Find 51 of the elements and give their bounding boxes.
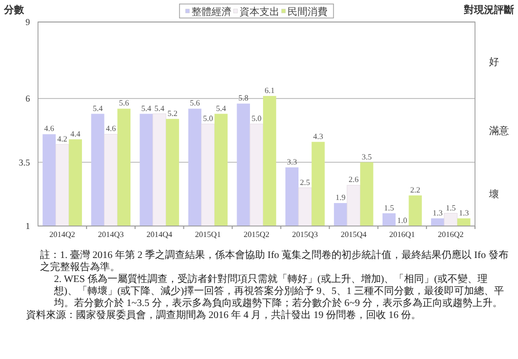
text: 壞 <box>488 188 499 200</box>
text: 2. WES 係為一屬質性調查，受訪者針對問項只需就「轉好」(或上升、增加)、「相同」(或不變、理想)、「轉壞」(或下降、減少)擇一回答，再視答案分別給予 9、5、1 三種不同分數，最後即可加總、平均。若分數介於 1~3.5 分，表示多為負向或趨勢下降；若分數介於 6~9 分，表示多為正向或趨勢上升。 <box>53 274 505 310</box>
data-label: 1.3 <box>458 208 469 218</box>
data-label: 5.4 <box>141 104 152 113</box>
x-tick-label: 2014Q4 <box>146 230 172 239</box>
source-note: 資料來源：國家發展委員會，調查期間為 2016 年 4 月，共計發出 19 份問卷，回收 16 份。 <box>26 310 422 322</box>
data-label: 5.4 <box>92 104 103 113</box>
x-tick-label: 2014Q3 <box>98 230 124 239</box>
legend-label: 民間消費 <box>288 6 328 18</box>
data-label: 4.6 <box>106 124 116 134</box>
text: 好 <box>489 56 499 68</box>
x-tick-label: 2015Q4 <box>340 230 366 239</box>
data-label: 5.8 <box>238 94 248 103</box>
data-label: 2.6 <box>348 175 359 184</box>
y-tick-label: 3.5 <box>18 157 30 168</box>
data-label: 5.4 <box>216 104 226 113</box>
x-tick-label: 2016Q2 <box>438 230 464 239</box>
y-tick-label: 1 <box>26 221 30 231</box>
data-label: 2.5 <box>300 178 310 187</box>
data-label: 1.5 <box>446 203 456 212</box>
data-label: 1.3 <box>432 208 443 218</box>
data-label: 4.2 <box>57 134 68 144</box>
data-label: 1.0 <box>397 216 408 225</box>
data-label: 5.0 <box>202 114 213 123</box>
x-tick-label: 2016Q1 <box>389 230 416 239</box>
legend-label: 資本支出 <box>240 6 280 18</box>
data-label: 5.4 <box>154 104 164 113</box>
data-label: 6.1 <box>264 86 275 95</box>
legend-label: 整體經濟 <box>192 6 232 18</box>
data-label: 4.4 <box>70 129 80 138</box>
y-tick-label: 6 <box>26 94 30 104</box>
text: 滿意 <box>489 125 509 138</box>
y2-axis-title: 對現況評斷 <box>463 4 514 16</box>
data-label: 5.0 <box>252 114 262 123</box>
data-label: 2.2 <box>410 185 420 194</box>
data-label: 4.3 <box>313 132 324 141</box>
text: 註：1. 臺灣 2016 年第 2 季之調查結果，係本會協助 Ifo 蒐集之問卷的初步統計值，最終結果仍應以 Ifo 發布之完整報告為準。 <box>40 250 510 274</box>
data-label: 5.2 <box>168 108 178 118</box>
x-tick-label: 2015Q3 <box>292 230 318 239</box>
data-label: 3.3 <box>286 157 297 166</box>
x-tick-label: 2014Q2 <box>49 230 76 239</box>
data-label: 1.9 <box>336 193 346 202</box>
data-label: 5.6 <box>118 98 129 108</box>
data-label: 4.6 <box>44 124 54 134</box>
data-label: 5.6 <box>190 98 200 108</box>
x-tick-label: 2015Q1 <box>195 230 221 239</box>
data-label: 1.5 <box>384 203 394 212</box>
data-label: 3.5 <box>362 152 372 162</box>
x-tick-label: 2015Q2 <box>244 230 270 239</box>
y-tick-label: 9 <box>26 17 30 27</box>
y-axis-title: 分數 <box>3 4 25 16</box>
